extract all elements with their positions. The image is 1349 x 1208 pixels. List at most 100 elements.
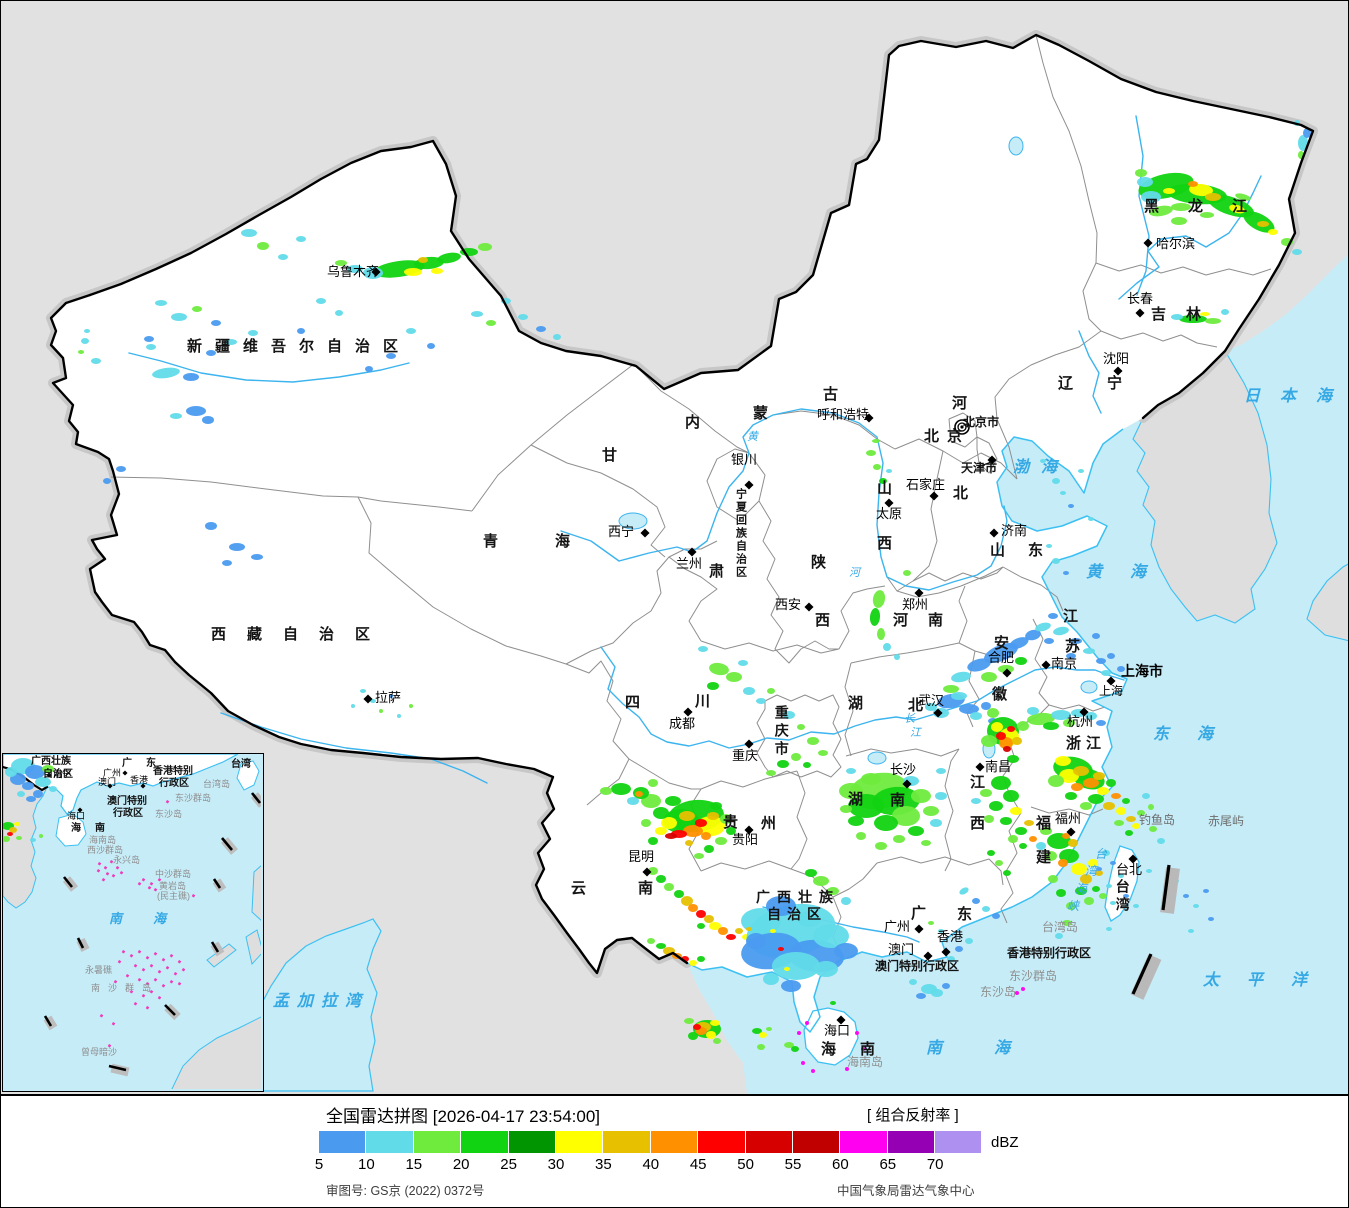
- province-boundary: [845, 748, 960, 757]
- radar-echo: [1189, 183, 1213, 197]
- city-marker: [1066, 827, 1076, 837]
- bay-of-bengal: [262, 918, 382, 1092]
- radar-echo: [1053, 626, 1069, 636]
- radar-echo: [397, 714, 401, 718]
- label-成都: 成都: [669, 716, 696, 731]
- label-台北: 台北: [1116, 862, 1143, 877]
- radar-echo: [1062, 920, 1072, 926]
- inset-nine-dash-segment: [250, 792, 261, 804]
- radar-echo: [1126, 816, 1136, 822]
- radar-echo: [784, 967, 790, 971]
- city-marker: [975, 762, 985, 772]
- radar-echo: [241, 229, 257, 237]
- radar-echo: [1019, 843, 1027, 849]
- colorbar-tick-70: 70: [926, 1156, 944, 1173]
- radar-echo: [766, 1027, 772, 1031]
- radar-echo: [942, 983, 950, 989]
- credit-label: 中国气象局雷达气象中心: [837, 1184, 975, 1198]
- radar-echo: [427, 343, 435, 349]
- national-border-north: [88, 33, 1315, 420]
- radar-echo: [1071, 783, 1083, 791]
- province-boundary: [565, 540, 718, 665]
- inset-nine-dash-shadow: [76, 937, 90, 953]
- radar-echo: [848, 794, 884, 818]
- city-marker: [683, 707, 693, 717]
- radar-echo: [656, 875, 666, 883]
- radar-echo: [791, 753, 801, 761]
- radar-echo: [872, 439, 880, 443]
- inset-radar-echo: [22, 782, 34, 790]
- label-海: 海: [555, 533, 571, 550]
- inset-reef-mark: [97, 862, 102, 866]
- radar-echo: [471, 311, 483, 317]
- radar-echo: [936, 768, 946, 774]
- radar-echo: [1171, 203, 1191, 211]
- inset-radar-echo: [33, 790, 43, 798]
- inset-reef-mark: [115, 865, 120, 870]
- radar-echo: [1045, 851, 1057, 861]
- label-行政区: 行政区: [159, 778, 189, 789]
- city-marker: [804, 602, 814, 612]
- inset-nine-dash-shadow: [110, 1063, 130, 1077]
- radar-echo: [1048, 613, 1058, 619]
- radar-echo: [170, 413, 182, 419]
- inset-reef-mark: [157, 878, 162, 882]
- province-boundary: [700, 640, 840, 654]
- radar-echo: [688, 1032, 698, 1040]
- label-辽宁: 辽宁: [1058, 375, 1157, 392]
- radar-echo: [1080, 802, 1092, 810]
- radar-echo: [1205, 318, 1221, 324]
- province-boundary: [1048, 704, 1106, 712]
- label-南: 南: [890, 792, 906, 809]
- radar-echo: [684, 1018, 694, 1024]
- label-黄岩岛: 黄岩岛: [159, 881, 187, 891]
- colorbar-tick-10: 10: [358, 1156, 375, 1173]
- radar-echo: [987, 850, 995, 856]
- radar-echo: [679, 811, 695, 821]
- province-boundary: [876, 856, 1004, 886]
- inset-taiwan: [236, 760, 260, 791]
- radar-echo: [1063, 719, 1075, 727]
- label-福: 福: [1036, 815, 1052, 832]
- radar-echo: [152, 367, 180, 379]
- radar-echo: [813, 924, 849, 948]
- radar-echo: [81, 338, 89, 344]
- label-台湾: 台湾: [1114, 879, 1131, 915]
- city-marker: [914, 588, 924, 598]
- radar-echo: [1298, 135, 1308, 151]
- radar-echo: [841, 897, 851, 905]
- colorbar-tick-60: 60: [832, 1156, 849, 1173]
- label-宁夏回族自治区: 宁夏回族自治区: [734, 488, 747, 579]
- colorbar-tick-30: 30: [547, 1156, 565, 1173]
- label-武汉: 武汉: [918, 693, 945, 708]
- radar-echo: [996, 732, 1006, 740]
- radar-echo: [770, 929, 776, 933]
- radar-echo: [1048, 875, 1058, 883]
- radar-echo: [1146, 869, 1152, 873]
- radar-echo: [1046, 544, 1052, 548]
- label-自治区: 自治区: [43, 769, 73, 780]
- province-boundary: [1030, 806, 1104, 816]
- radar-echo: [981, 735, 997, 747]
- province-boundary: [706, 448, 766, 522]
- label-香港特别行政区: 香港特别行政区: [1007, 946, 1092, 960]
- rivers: [128, 115, 1262, 943]
- inset-reef-mark: [125, 973, 130, 978]
- radar-echo: [600, 787, 612, 795]
- south-china-sea-inset-map: 广西壮族 自治区 南宁广东广州 香港特别 行政区 澳门特别 行政区 澳门 香港 台湾 台湾岛 东沙群岛…: [2, 753, 264, 1092]
- city-marker: [836, 1015, 846, 1025]
- inset-reef-mark: [107, 1044, 112, 1048]
- radar-echo: [1027, 707, 1039, 715]
- province-boundary: [844, 662, 854, 757]
- radar-echo: [335, 260, 347, 266]
- label-峡: 峡: [1067, 899, 1080, 913]
- colorbar-swatch-70: [935, 1131, 982, 1153]
- radar-echo: [1116, 807, 1126, 815]
- radar-echo: [1171, 314, 1183, 320]
- inset-reef-mark: [165, 965, 170, 970]
- radar-echo: [635, 791, 643, 797]
- province-boundary: [1002, 566, 1064, 612]
- korea-landmass: [1132, 350, 1278, 624]
- radar-echo: [1062, 833, 1070, 839]
- radar-echo: [648, 779, 658, 787]
